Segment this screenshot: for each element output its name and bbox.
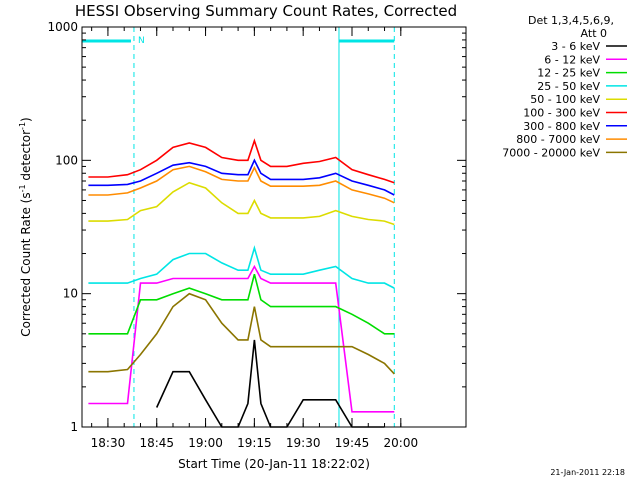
legend-label-1: 6 - 12 keV bbox=[544, 53, 600, 66]
generation-timestamp: 21-Jan-2011 22:18 bbox=[550, 468, 625, 477]
legend-label-2: 12 - 25 keV bbox=[537, 67, 600, 80]
y-tick-label: 100 bbox=[55, 153, 78, 167]
plot-frame bbox=[81, 26, 467, 428]
series-line-7 bbox=[88, 165, 395, 204]
night-label: N bbox=[138, 36, 145, 46]
series-line-0 bbox=[155, 339, 385, 428]
series-line-5 bbox=[88, 138, 395, 184]
x-tick-label: 19:45 bbox=[335, 436, 370, 450]
y-tick-label: 1000 bbox=[47, 20, 78, 34]
legend-label-0: 3 - 6 keV bbox=[551, 40, 600, 53]
legend-label-8: 7000 - 20000 keV bbox=[502, 146, 600, 159]
legend-label-6: 300 - 800 keV bbox=[523, 120, 600, 133]
x-tick-label: 19:30 bbox=[286, 436, 321, 450]
series-line-8 bbox=[88, 292, 395, 375]
legend-header-line1: Det 1,3,4,5,6,9, bbox=[528, 14, 614, 27]
series-line-3 bbox=[88, 245, 395, 289]
x-tick-label: 18:45 bbox=[139, 436, 174, 450]
legend-header-line2: Att 0 bbox=[581, 27, 607, 40]
series-line-4 bbox=[88, 181, 395, 226]
y-axis: 1 10 100 1000 bbox=[47, 20, 466, 434]
legend-label-7: 800 - 7000 keV bbox=[516, 133, 600, 146]
y-tick-label: 10 bbox=[63, 287, 78, 301]
y-axis-label: Corrected Count Rate (s-1 detector-1) bbox=[18, 117, 33, 336]
plot-area: N bbox=[82, 27, 395, 428]
chart-title: HESSI Observing Summary Count Rates, Cor… bbox=[75, 2, 457, 20]
x-axis-label: Start Time (20-Jan-11 18:22:02) bbox=[178, 457, 370, 471]
series-line-6 bbox=[88, 158, 395, 196]
series-line-2 bbox=[88, 274, 395, 335]
x-tick-label: 20:00 bbox=[384, 436, 419, 450]
x-tick-label: 18:30 bbox=[91, 436, 126, 450]
legend-label-3: 25 - 50 keV bbox=[537, 80, 600, 93]
x-tick-label: 19:15 bbox=[237, 436, 272, 450]
legend-label-5: 100 - 300 keV bbox=[523, 107, 600, 120]
x-axis: 18:30 18:45 19:00 19:15 19:30 19:45 20:00 bbox=[91, 27, 418, 450]
y-tick-label: 1 bbox=[70, 420, 78, 434]
legend-label-4: 50 - 100 keV bbox=[530, 93, 600, 106]
x-tick-label: 19:00 bbox=[188, 436, 223, 450]
